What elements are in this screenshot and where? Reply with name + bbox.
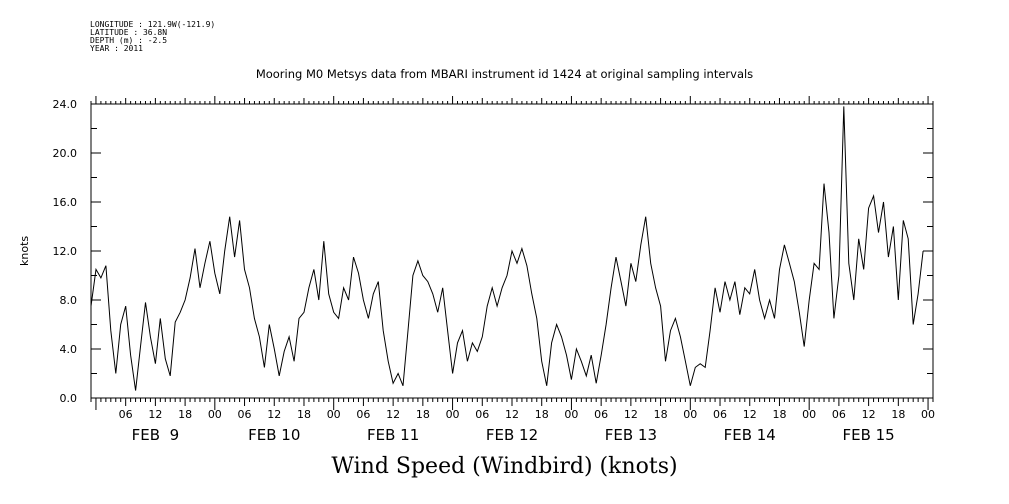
x-day-label: FEB 14 [724, 426, 776, 444]
x-hour-label: 18 [535, 408, 549, 421]
meta-depth: DEPTH (m) : -2.5 [90, 36, 168, 45]
x-hour-label: 12 [386, 408, 400, 421]
x-hour-label: 06 [713, 408, 727, 421]
x-hour-label: 18 [178, 408, 192, 421]
y-tick-label: 16.0 [53, 196, 78, 209]
x-hour-label: 06 [119, 408, 133, 421]
meta-longitude: LONGITUDE : 121.9W(-121.9) [90, 20, 216, 29]
x-hour-label: 00 [683, 408, 697, 421]
x-hour-label: 12 [743, 408, 757, 421]
x-axis-label: Wind Speed (Windbird) (knots) [331, 454, 678, 479]
x-hour-label: 12 [148, 408, 162, 421]
meta-latitude: LATITUDE : 36.8N [90, 28, 168, 37]
x-hour-label: 12 [862, 408, 876, 421]
x-day-label: FEB 10 [248, 426, 300, 444]
x-day-label: FEB 11 [367, 426, 419, 444]
y-tick-label: 12.0 [53, 245, 78, 258]
x-hour-label: 00 [921, 408, 935, 421]
x-hour-label: 06 [356, 408, 370, 421]
y-tick-label: 0.0 [60, 392, 78, 405]
x-day-label: FEB 12 [486, 426, 538, 444]
meta-year: YEAR : 2011 [90, 44, 143, 53]
wind-speed-line [90, 106, 924, 391]
x-hour-label: 12 [267, 408, 281, 421]
x-hour-label: 12 [624, 408, 638, 421]
x-hour-label: 12 [505, 408, 519, 421]
x-hour-label: 00 [327, 408, 341, 421]
x-hour-label: 18 [654, 408, 668, 421]
x-day-label: FEB 9 [132, 426, 179, 444]
chart-title: Mooring M0 Metsys data from MBARI instru… [255, 67, 754, 81]
y-tick-label: 8.0 [60, 294, 78, 307]
x-hour-label: 06 [475, 408, 489, 421]
x-hour-label: 06 [832, 408, 846, 421]
x-day-label: FEB 13 [605, 426, 657, 444]
x-hour-label: 18 [416, 408, 430, 421]
x-hour-label: 18 [297, 408, 311, 421]
y-tick-label: 4.0 [60, 343, 78, 356]
x-hour-label: 00 [802, 408, 816, 421]
x-hour-label: 00 [208, 408, 222, 421]
y-tick-label: 24.0 [53, 98, 78, 111]
x-hour-label: 06 [238, 408, 252, 421]
x-hour-label: 18 [891, 408, 905, 421]
x-hour-label: 00 [564, 408, 578, 421]
x-day-label: FEB 15 [842, 426, 894, 444]
x-hour-label: 00 [446, 408, 460, 421]
x-hour-label: 18 [772, 408, 786, 421]
y-tick-label: 20.0 [53, 147, 78, 160]
x-hour-label: 06 [594, 408, 608, 421]
